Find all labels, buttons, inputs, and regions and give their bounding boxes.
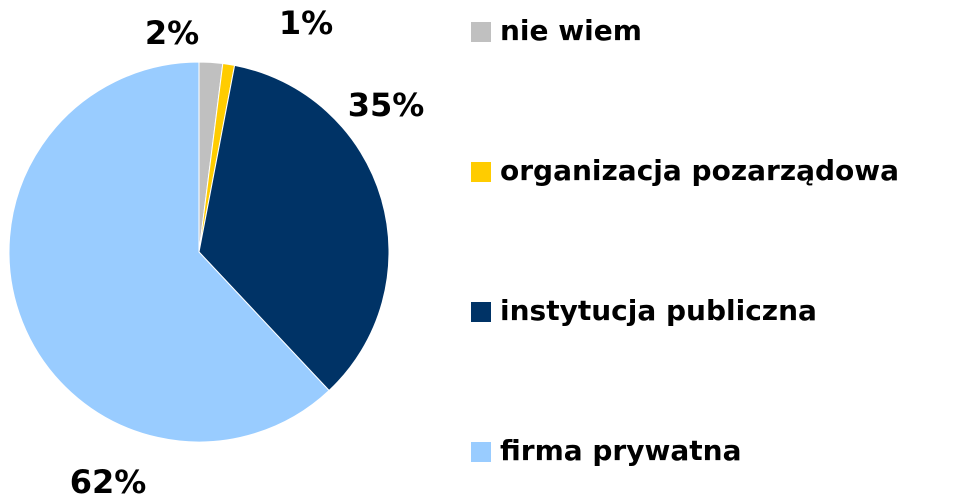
data-label: 1% bbox=[279, 4, 333, 42]
data-label: 62% bbox=[70, 463, 147, 497]
pie-slice bbox=[8, 61, 330, 443]
legend-label: organizacja pozarządowa bbox=[500, 154, 899, 187]
legend-swatch bbox=[471, 22, 491, 42]
legend-label: firma prywatna bbox=[500, 434, 741, 467]
legend-swatch bbox=[471, 302, 491, 322]
legend-label: instytucja publiczna bbox=[500, 294, 817, 327]
legend-label: nie wiem bbox=[500, 14, 642, 47]
data-label: 2% bbox=[145, 14, 199, 52]
legend-swatch bbox=[471, 442, 491, 462]
data-label: 35% bbox=[348, 86, 425, 124]
legend-swatch bbox=[471, 162, 491, 182]
pie-slice bbox=[198, 64, 390, 392]
